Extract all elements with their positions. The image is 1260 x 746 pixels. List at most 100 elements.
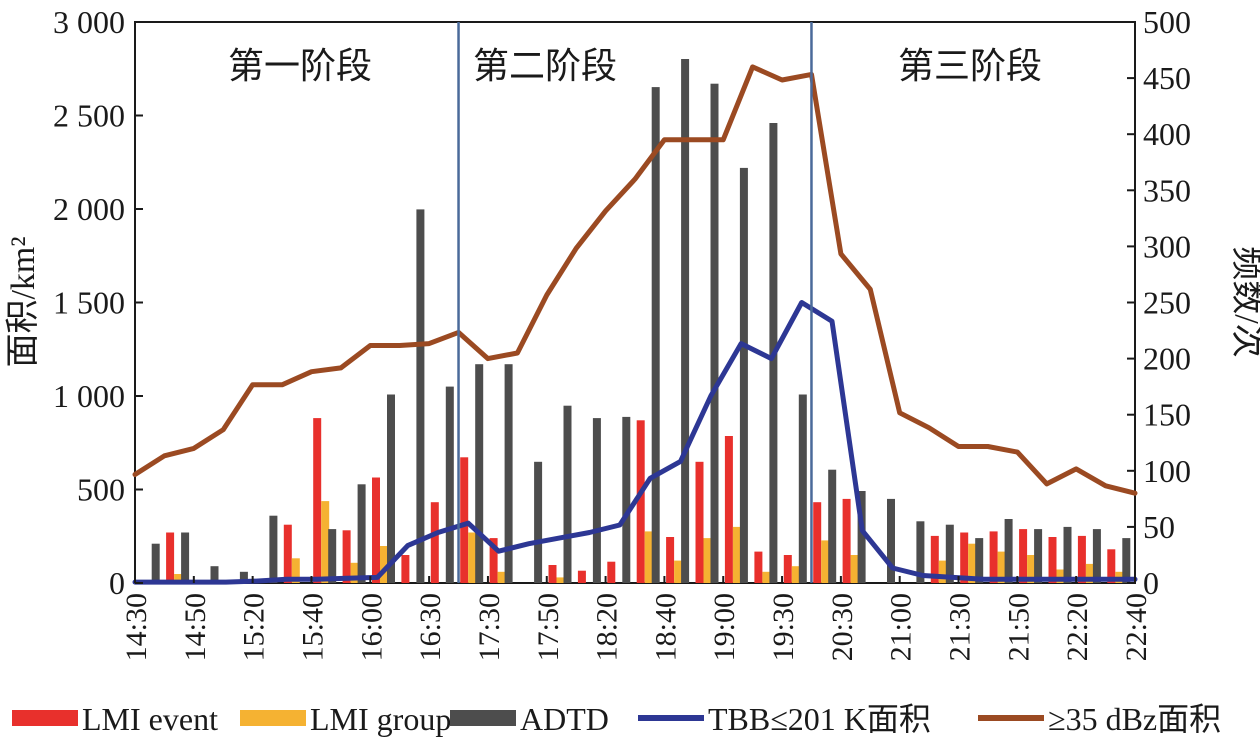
bar-adtd bbox=[416, 209, 425, 583]
bar-lmi-event bbox=[989, 531, 998, 583]
stage-dividers: 第一阶段 第二阶段 第三阶段 bbox=[228, 22, 1042, 583]
bar-lmi-group bbox=[1085, 563, 1094, 583]
bar-adtd bbox=[1063, 526, 1072, 583]
right-tick-label: 100 bbox=[1143, 453, 1191, 489]
legend-label: ≥35 dBz面积 bbox=[1048, 701, 1221, 737]
x-tick-label: 22:20 bbox=[1061, 593, 1094, 661]
bar-lmi-event bbox=[842, 498, 851, 583]
legend: LMI event LMI group ADTD TBB≤201 K面积 ≥35 dBz… bbox=[12, 701, 1221, 737]
bar-lmi-event bbox=[724, 436, 733, 583]
stage-label-3: 第三阶段 bbox=[898, 46, 1042, 86]
right-tick-label: 500 bbox=[1143, 4, 1191, 40]
bar-lmi-group bbox=[1056, 569, 1065, 583]
x-tick-label: 18:20 bbox=[591, 593, 624, 661]
bar-lmi-event bbox=[813, 502, 822, 583]
bar-adtd bbox=[887, 498, 895, 583]
right-tick-label: 250 bbox=[1143, 285, 1191, 321]
x-tick-label: 21:00 bbox=[885, 593, 918, 661]
bar-lmi-event bbox=[930, 535, 939, 583]
bar-lmi-event bbox=[489, 538, 498, 583]
bar-adtd bbox=[622, 416, 631, 583]
x-tick-label: 14:50 bbox=[179, 593, 212, 661]
bars bbox=[151, 59, 1131, 583]
left-tick-label: 3 000 bbox=[53, 4, 125, 40]
legend-swatch bbox=[450, 710, 516, 726]
bar-lmi-event bbox=[1048, 537, 1057, 583]
bar-lmi-event bbox=[695, 461, 704, 583]
bar-adtd bbox=[857, 491, 866, 583]
bar-lmi-group bbox=[762, 571, 771, 583]
bar-adtd bbox=[828, 469, 837, 583]
bar-lmi-event bbox=[577, 570, 586, 583]
legend-label: LMI group bbox=[310, 701, 451, 737]
legend-swatch bbox=[12, 710, 78, 726]
left-axis-title: 面积/km² bbox=[5, 236, 42, 367]
left-tick-label: 2 000 bbox=[53, 191, 125, 227]
bar-lmi-event bbox=[548, 565, 557, 583]
bar-lmi-group bbox=[380, 546, 388, 583]
bar-lmi-group bbox=[674, 560, 683, 583]
bar-adtd bbox=[534, 461, 543, 583]
bar-adtd bbox=[651, 87, 660, 583]
bar-adtd bbox=[916, 521, 925, 583]
right-axis-title: 频数/次 bbox=[1228, 246, 1260, 357]
bar-adtd bbox=[210, 566, 219, 583]
bar-adtd bbox=[798, 394, 807, 583]
bar-lmi-event bbox=[636, 420, 645, 583]
bar-adtd bbox=[592, 418, 601, 583]
legend-swatch bbox=[240, 710, 306, 726]
bar-lmi-group bbox=[350, 562, 359, 583]
bar-adtd bbox=[975, 538, 984, 583]
bar-lmi-group bbox=[732, 526, 741, 583]
bar-adtd bbox=[563, 405, 572, 583]
bar-lmi-group bbox=[321, 501, 330, 583]
bar-lmi-group bbox=[644, 531, 653, 583]
bar-adtd bbox=[239, 571, 248, 583]
bar-lmi-event bbox=[342, 530, 351, 583]
bar-adtd bbox=[681, 59, 690, 583]
right-tick-label: 300 bbox=[1143, 228, 1191, 264]
bar-adtd bbox=[445, 386, 454, 583]
x-tick-label: 21:50 bbox=[1002, 593, 1035, 661]
bar-lmi-event bbox=[783, 555, 792, 583]
bar-lmi-group bbox=[174, 574, 183, 583]
left-tick-label: 0 bbox=[109, 565, 125, 601]
bar-adtd bbox=[475, 364, 484, 583]
bar-lmi-event bbox=[401, 555, 410, 583]
lines bbox=[132, 64, 1138, 585]
right-tick-label: 400 bbox=[1143, 116, 1191, 152]
bar-lmi-event bbox=[666, 537, 675, 583]
x-tick-label: 16:00 bbox=[355, 593, 388, 661]
bar-lmi-group bbox=[821, 540, 830, 583]
bar-lmi-group bbox=[1027, 555, 1036, 583]
bar-lmi-event bbox=[313, 418, 322, 583]
bar-adtd bbox=[1122, 538, 1131, 583]
bar-lmi-event bbox=[430, 502, 439, 583]
bar-lmi-group bbox=[497, 571, 506, 583]
x-tick-label: 19:00 bbox=[708, 593, 741, 661]
bar-lmi-event bbox=[283, 524, 292, 583]
x-tick-label: 21:30 bbox=[944, 593, 977, 661]
bar-lmi-event bbox=[372, 477, 380, 583]
bar-adtd bbox=[181, 532, 190, 583]
x-tick-label: 19:30 bbox=[767, 593, 800, 661]
x-tick-label: 17:50 bbox=[532, 593, 565, 661]
right-tick-label: 200 bbox=[1143, 341, 1191, 377]
bar-lmi-group bbox=[291, 558, 300, 583]
bar-lmi-event bbox=[460, 457, 469, 583]
left-tick-label: 500 bbox=[77, 472, 125, 508]
bar-lmi-group bbox=[997, 551, 1006, 583]
x-tick-label: 18:40 bbox=[649, 593, 682, 661]
bar-adtd bbox=[710, 83, 719, 583]
left-tick-label: 1 500 bbox=[53, 285, 125, 321]
bar-lmi-group bbox=[938, 560, 947, 583]
legend-label: TBB≤201 K面积 bbox=[708, 701, 931, 737]
bar-adtd bbox=[504, 364, 513, 583]
bar-lmi-group bbox=[703, 538, 712, 583]
bar-adtd bbox=[269, 515, 278, 583]
bar-adtd bbox=[151, 543, 160, 583]
bar-adtd bbox=[1004, 519, 1013, 583]
right-tick-label: 50 bbox=[1143, 509, 1175, 545]
x-tick-label: 20:30 bbox=[826, 593, 859, 661]
